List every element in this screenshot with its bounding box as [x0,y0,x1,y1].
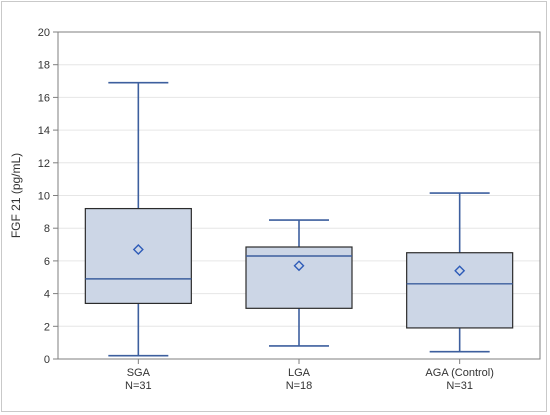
y-tick-label: 12 [38,158,50,170]
mean-marker [132,243,144,255]
y-axis-title: FGF 21 (pg/mL) [9,153,23,238]
y-axis: 0 2 4 6 8 10 12 14 16 18 20 [38,27,58,366]
y-tick-label: 20 [38,27,50,39]
y-tick-label: 8 [44,223,50,235]
x-category-n-label: N=18 [286,380,313,392]
x-category-label: SGA [127,367,151,379]
y-tick-label: 6 [44,256,50,268]
box-group [406,192,514,353]
mean-marker [454,265,466,277]
iqr-box [406,252,514,329]
y-tick-label: 10 [38,191,50,203]
x-category-n-label: N=31 [125,380,152,392]
box-group [84,81,192,357]
y-tick-label: 18 [38,60,50,72]
y-tick-label: 2 [44,321,50,333]
y-tick-label: 16 [38,92,50,104]
boxes [84,81,514,357]
x-category-label: LGA [288,367,311,379]
iqr-box [245,246,353,309]
y-tick-label: 4 [44,289,50,301]
y-tick-label: 0 [44,354,50,366]
box-group [245,219,353,347]
x-category-label: AGA (Control) [425,367,493,379]
iqr-box [84,207,192,305]
x-category-n-label: N=31 [446,380,473,392]
mean-marker [293,260,305,272]
y-tick-label: 14 [38,125,50,137]
